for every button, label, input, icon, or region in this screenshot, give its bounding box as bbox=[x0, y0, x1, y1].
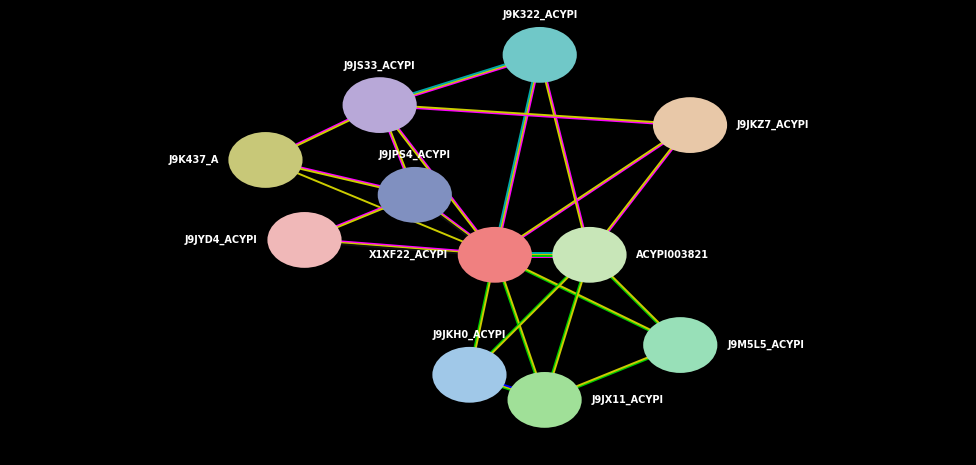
Ellipse shape bbox=[503, 27, 577, 83]
Ellipse shape bbox=[228, 132, 303, 188]
Text: J9JX11_ACYPI: J9JX11_ACYPI bbox=[591, 395, 664, 405]
Ellipse shape bbox=[458, 227, 532, 283]
Text: J9JPS4_ACYPI: J9JPS4_ACYPI bbox=[379, 150, 451, 160]
Text: ACYPI003821: ACYPI003821 bbox=[636, 250, 710, 260]
Text: J9K437_A: J9K437_A bbox=[168, 155, 219, 165]
Text: J9M5L5_ACYPI: J9M5L5_ACYPI bbox=[727, 340, 804, 350]
Ellipse shape bbox=[552, 227, 627, 283]
Ellipse shape bbox=[432, 347, 507, 403]
Text: J9JYD4_ACYPI: J9JYD4_ACYPI bbox=[184, 235, 258, 245]
Text: J9K322_ACYPI: J9K322_ACYPI bbox=[502, 10, 578, 20]
Text: J9JKH0_ACYPI: J9JKH0_ACYPI bbox=[432, 330, 507, 340]
Text: J9JS33_ACYPI: J9JS33_ACYPI bbox=[344, 60, 416, 71]
Ellipse shape bbox=[267, 212, 342, 268]
Ellipse shape bbox=[378, 167, 452, 223]
Ellipse shape bbox=[643, 317, 717, 373]
Text: X1XF22_ACYPI: X1XF22_ACYPI bbox=[369, 250, 448, 260]
Text: J9JKZ7_ACYPI: J9JKZ7_ACYPI bbox=[737, 120, 809, 130]
Ellipse shape bbox=[508, 372, 582, 428]
Ellipse shape bbox=[343, 77, 417, 133]
Ellipse shape bbox=[653, 97, 727, 153]
